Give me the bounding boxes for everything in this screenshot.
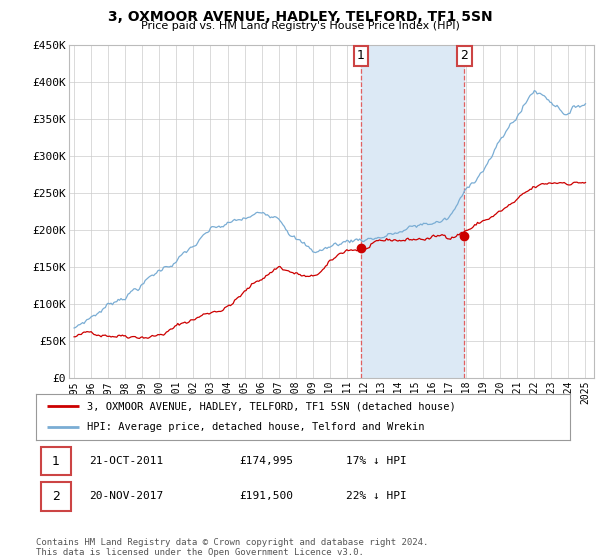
Text: 22% ↓ HPI: 22% ↓ HPI <box>346 492 406 501</box>
Text: 2: 2 <box>52 490 60 503</box>
Text: 3, OXMOOR AVENUE, HADLEY, TELFORD, TF1 5SN (detached house): 3, OXMOOR AVENUE, HADLEY, TELFORD, TF1 5… <box>87 401 455 411</box>
Text: 2: 2 <box>461 49 469 62</box>
Text: 1: 1 <box>357 49 365 62</box>
Text: Contains HM Land Registry data © Crown copyright and database right 2024.
This d: Contains HM Land Registry data © Crown c… <box>36 538 428 557</box>
Text: Price paid vs. HM Land Registry's House Price Index (HPI): Price paid vs. HM Land Registry's House … <box>140 21 460 31</box>
Text: 20-NOV-2017: 20-NOV-2017 <box>89 492 164 501</box>
Text: 3, OXMOOR AVENUE, HADLEY, TELFORD, TF1 5SN: 3, OXMOOR AVENUE, HADLEY, TELFORD, TF1 5… <box>107 10 493 24</box>
Bar <box>361 45 464 378</box>
FancyBboxPatch shape <box>41 447 71 475</box>
Text: HPI: Average price, detached house, Telford and Wrekin: HPI: Average price, detached house, Telf… <box>87 422 424 432</box>
Text: 21-OCT-2011: 21-OCT-2011 <box>89 456 164 466</box>
Text: £191,500: £191,500 <box>239 492 293 501</box>
Text: 17% ↓ HPI: 17% ↓ HPI <box>346 456 406 466</box>
Text: £174,995: £174,995 <box>239 456 293 466</box>
Text: 1: 1 <box>52 455 60 468</box>
FancyBboxPatch shape <box>41 482 71 511</box>
